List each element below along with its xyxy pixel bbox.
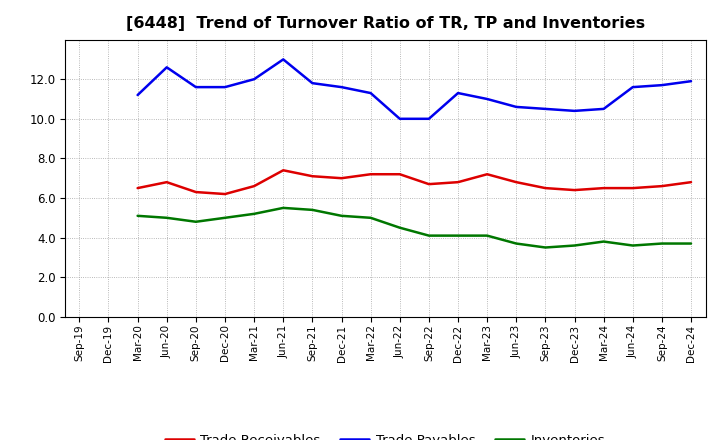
Trade Receivables (629, 186, 637, 191)
Trade Receivables (220, 191, 229, 197)
Trade Receivables (657, 183, 666, 189)
Trade Payables (220, 84, 229, 90)
Inventories (163, 215, 171, 220)
Trade Receivables (395, 172, 404, 177)
Inventories (337, 213, 346, 219)
Trade Receivables (599, 186, 608, 191)
Inventories (192, 219, 200, 224)
Trade Payables (250, 77, 258, 82)
Trade Receivables (570, 187, 579, 193)
Inventories (279, 205, 287, 210)
Inventories (570, 243, 579, 248)
Trade Payables (192, 84, 200, 90)
Inventories (483, 233, 492, 238)
Inventories (454, 233, 462, 238)
Inventories (366, 215, 375, 220)
Trade Receivables (308, 173, 317, 179)
Trade Payables (657, 83, 666, 88)
Inventories (512, 241, 521, 246)
Inventories (220, 215, 229, 220)
Trade Payables (279, 57, 287, 62)
Trade Payables (512, 104, 521, 110)
Trade Receivables (425, 181, 433, 187)
Inventories (687, 241, 696, 246)
Inventories (308, 207, 317, 213)
Trade Receivables (454, 180, 462, 185)
Trade Payables (629, 84, 637, 90)
Trade Payables (133, 92, 142, 98)
Trade Receivables (687, 180, 696, 185)
Trade Receivables (250, 183, 258, 189)
Inventories (395, 225, 404, 231)
Trade Receivables (133, 186, 142, 191)
Trade Payables (425, 116, 433, 121)
Trade Payables (395, 116, 404, 121)
Trade Receivables (483, 172, 492, 177)
Trade Payables (366, 90, 375, 95)
Inventories (657, 241, 666, 246)
Inventories (541, 245, 550, 250)
Trade Payables (687, 78, 696, 84)
Trade Receivables (192, 189, 200, 194)
Title: [6448]  Trend of Turnover Ratio of TR, TP and Inventories: [6448] Trend of Turnover Ratio of TR, TP… (125, 16, 645, 32)
Inventories (133, 213, 142, 219)
Trade Receivables (512, 180, 521, 185)
Inventories (425, 233, 433, 238)
Inventories (250, 211, 258, 216)
Legend: Trade Receivables, Trade Payables, Inventories: Trade Receivables, Trade Payables, Inven… (159, 429, 611, 440)
Trade Payables (308, 81, 317, 86)
Line: Trade Payables: Trade Payables (138, 59, 691, 119)
Trade Receivables (337, 176, 346, 181)
Trade Payables (163, 65, 171, 70)
Trade Payables (570, 108, 579, 114)
Trade Receivables (366, 172, 375, 177)
Trade Payables (599, 106, 608, 111)
Line: Inventories: Inventories (138, 208, 691, 247)
Trade Receivables (163, 180, 171, 185)
Trade Payables (454, 90, 462, 95)
Trade Receivables (279, 168, 287, 173)
Line: Trade Receivables: Trade Receivables (138, 170, 691, 194)
Inventories (629, 243, 637, 248)
Inventories (599, 239, 608, 244)
Trade Payables (483, 96, 492, 102)
Trade Receivables (541, 186, 550, 191)
Trade Payables (541, 106, 550, 111)
Trade Payables (337, 84, 346, 90)
